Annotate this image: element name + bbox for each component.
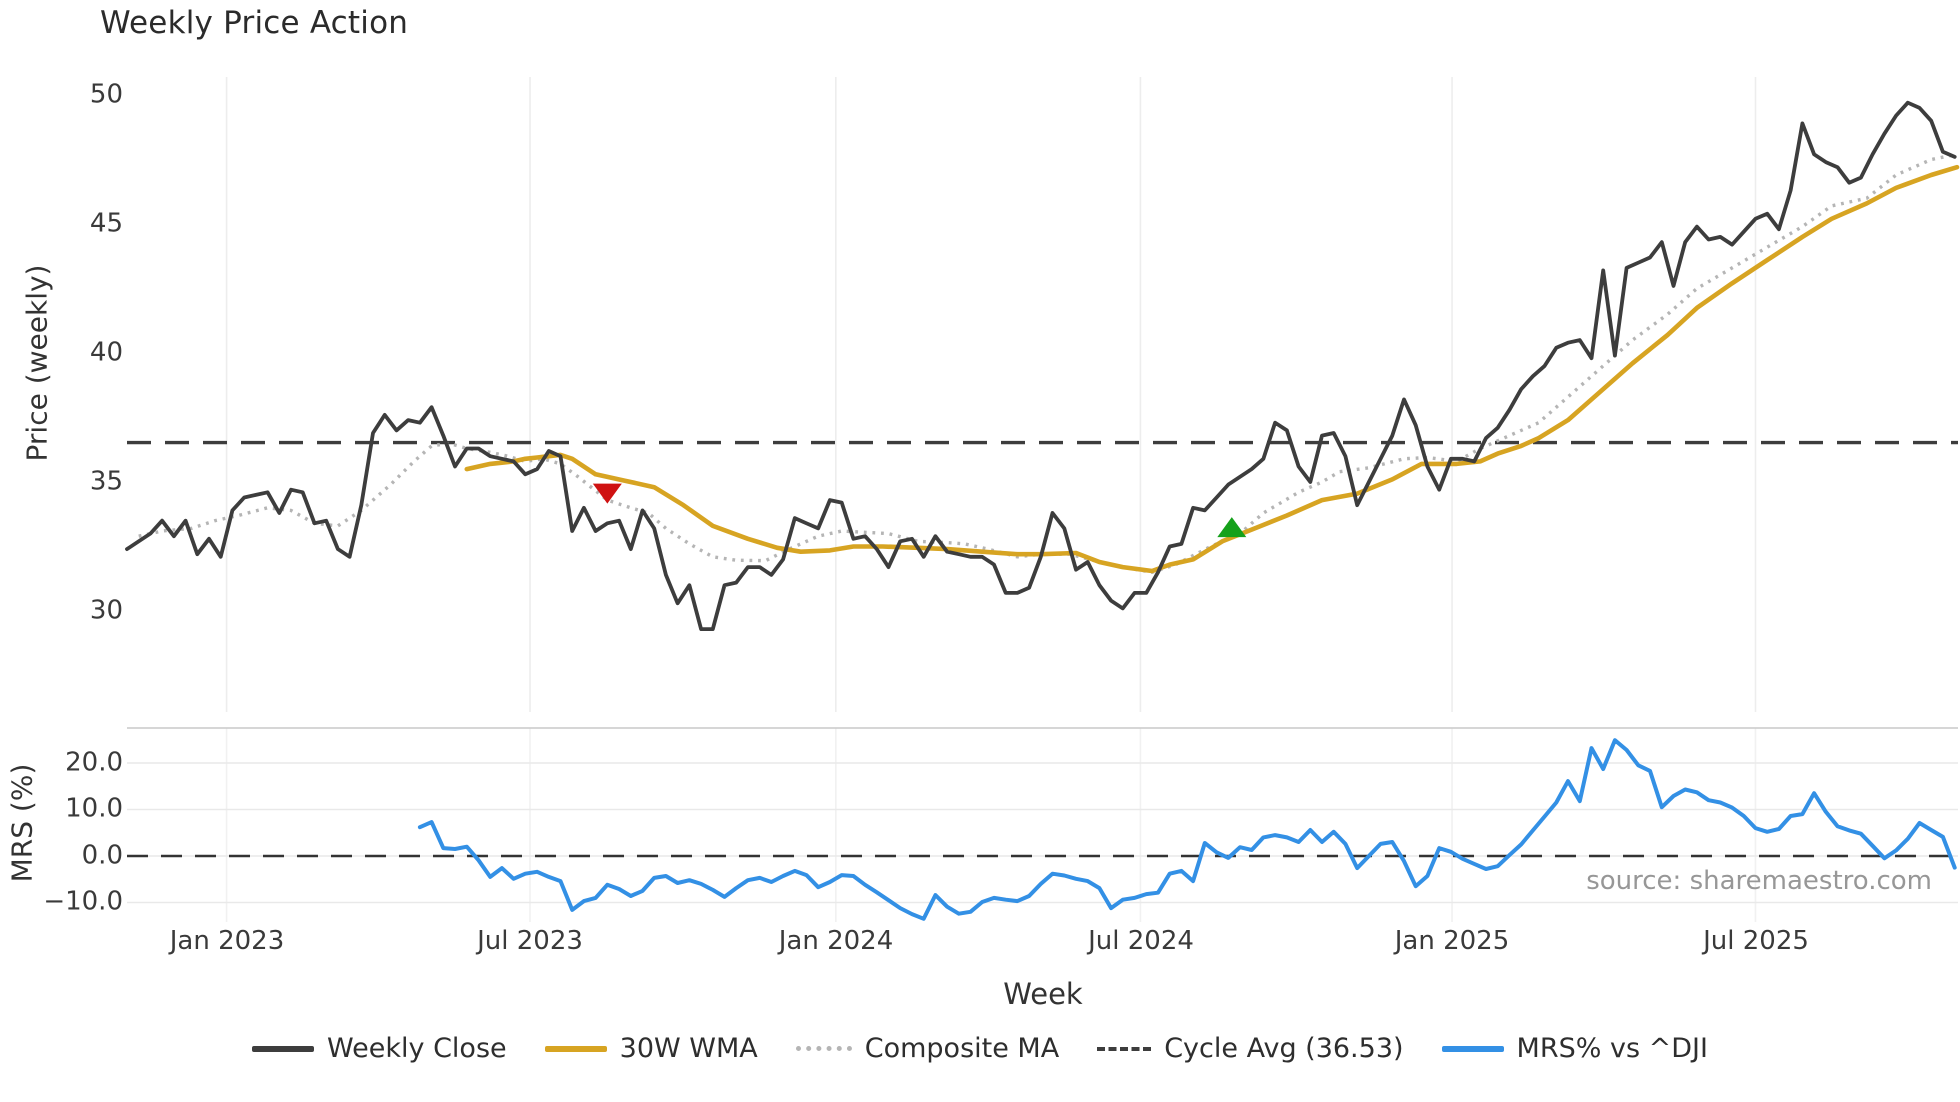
legend-label: 30W WMA bbox=[619, 1033, 758, 1064]
composite-ma-swatch-icon bbox=[795, 1046, 852, 1051]
weekly-close-swatch-icon bbox=[252, 1045, 315, 1052]
cycle-avg-swatch-icon bbox=[1097, 1046, 1152, 1051]
price-ytick: 45 bbox=[89, 208, 123, 239]
weekly-close-line bbox=[125, 100, 1957, 631]
source-credit: source: sharemaestro.com bbox=[1586, 866, 1932, 896]
mrs-ytick: 20.0 bbox=[65, 747, 123, 778]
xtick: Jan 2023 bbox=[169, 926, 285, 956]
buy-marker-icon bbox=[1217, 517, 1247, 538]
x-axis-label: Week bbox=[1003, 977, 1083, 1011]
chart-title: Weekly Price Action bbox=[100, 5, 409, 41]
composite-ma-line bbox=[138, 152, 1958, 574]
legend-item-weekly-close: Weekly Close bbox=[252, 1033, 507, 1064]
xtick: Jul 2023 bbox=[477, 926, 583, 956]
xtick: Jan 2025 bbox=[1394, 926, 1510, 956]
sell-marker-icon bbox=[592, 483, 622, 504]
30w-wma-line bbox=[464, 164, 1960, 574]
legend-item-mrs: MRS% vs ^DJI bbox=[1441, 1033, 1708, 1064]
mrs-ytick: 0.0 bbox=[81, 840, 123, 871]
wma-swatch-icon bbox=[544, 1045, 607, 1052]
mrs-vs-dji-line bbox=[417, 738, 1957, 921]
legend: Weekly Close 30W WMA Composite MA Cycle … bbox=[0, 1033, 1960, 1064]
price-ytick: 40 bbox=[89, 337, 123, 368]
mrs-ytick: 10.0 bbox=[65, 793, 123, 824]
legend-item-30w-wma: 30W WMA bbox=[544, 1033, 758, 1064]
price-ytick: 30 bbox=[89, 595, 123, 626]
xtick: Jul 2024 bbox=[1088, 926, 1194, 956]
legend-item-composite-ma: Composite MA bbox=[795, 1033, 1060, 1064]
xtick: Jul 2025 bbox=[1703, 926, 1809, 956]
legend-label: Cycle Avg (36.53) bbox=[1164, 1033, 1404, 1064]
xtick: Jan 2024 bbox=[778, 926, 894, 956]
legend-label: Weekly Close bbox=[327, 1033, 507, 1064]
legend-item-cycle-avg: Cycle Avg (36.53) bbox=[1097, 1033, 1404, 1064]
mrs-swatch-icon bbox=[1441, 1045, 1504, 1052]
price-ytick: 35 bbox=[89, 466, 123, 497]
price-ytick: 50 bbox=[89, 79, 123, 110]
legend-label: Composite MA bbox=[864, 1033, 1060, 1064]
mrs-ytick: −10.0 bbox=[43, 886, 123, 917]
legend-label: MRS% vs ^DJI bbox=[1516, 1033, 1708, 1064]
